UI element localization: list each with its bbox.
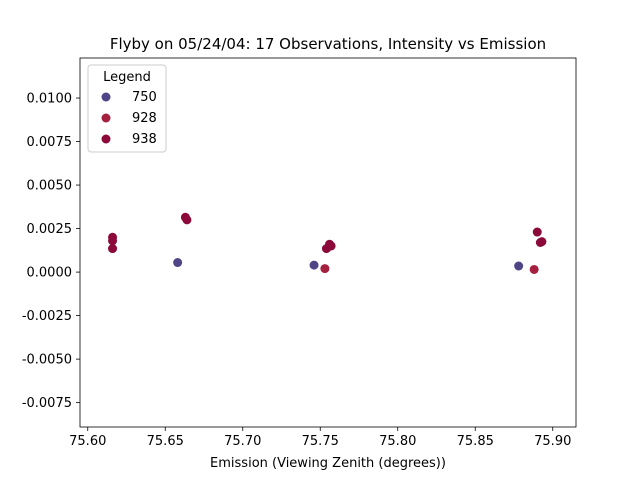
x-axis-label: Emission (Viewing Zenith (degrees))	[210, 456, 446, 471]
x-tick-label: 75.70	[224, 434, 261, 449]
data-point	[182, 215, 192, 225]
legend-label: 938	[132, 132, 157, 147]
y-tick-label: 0.0100	[27, 92, 73, 107]
data-point	[537, 237, 547, 247]
data-point	[532, 227, 542, 237]
y-tick-label: 0.0025	[27, 222, 73, 237]
plot-area: 75.60 75.65 75.70 75.75 75.80 75.85 75.90 0.010…	[22, 57, 577, 449]
data-point	[108, 244, 118, 254]
series-928	[320, 264, 539, 274]
x-tick-label: 75.90	[534, 434, 571, 449]
legend-box	[87, 64, 167, 153]
y-tick-label: 0.0075	[27, 135, 73, 150]
legend-label: 928	[132, 111, 157, 126]
legend-marker	[101, 113, 111, 123]
legend: Legend 750 928 938	[87, 64, 167, 153]
y-tick-label: -0.0025	[22, 309, 72, 324]
x-tick-label: 75.65	[147, 434, 184, 449]
data-point	[529, 264, 539, 274]
data-point	[514, 261, 524, 271]
legend-marker	[101, 92, 111, 102]
data-point	[108, 236, 118, 246]
data-point	[173, 258, 183, 268]
chart-title: Flyby on 05/24/04: 17 Observations, Inte…	[110, 35, 546, 53]
series-938	[108, 212, 547, 254]
x-tick-label: 75.75	[302, 434, 339, 449]
y-tick-label: -0.0075	[22, 396, 72, 411]
x-tick-label: 75.60	[69, 434, 106, 449]
y-tick-label: -0.0050	[22, 353, 72, 368]
x-tick-label: 75.80	[379, 434, 416, 449]
y-tick-label: 0.0000	[27, 266, 73, 281]
data-point	[320, 264, 330, 274]
x-tick-label: 75.85	[457, 434, 494, 449]
legend-title: Legend	[103, 70, 151, 85]
legend-marker	[101, 134, 111, 144]
series-750	[173, 258, 524, 271]
axes-frame	[79, 57, 577, 428]
y-tick-label: 0.0050	[27, 179, 73, 194]
data-point	[321, 244, 331, 254]
data-point	[309, 260, 319, 270]
legend-label: 750	[132, 90, 157, 105]
